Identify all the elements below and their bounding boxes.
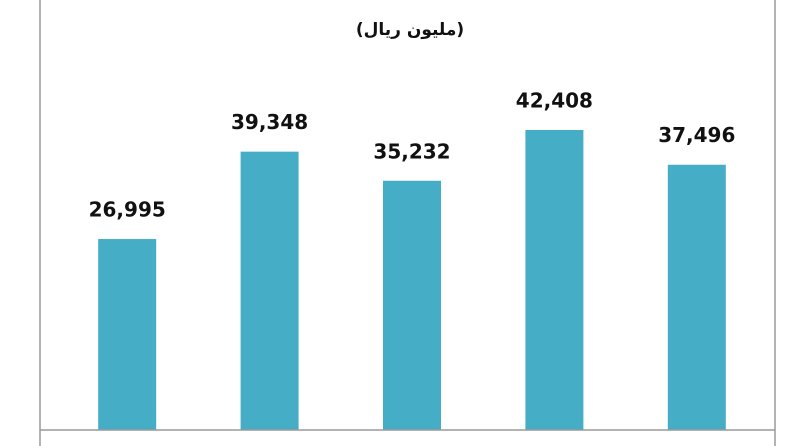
chart-subtitle: (مليون ريال) bbox=[356, 20, 464, 40]
bar bbox=[98, 239, 157, 430]
bar bbox=[667, 164, 726, 430]
value-label: 42,408 bbox=[516, 89, 593, 113]
bar bbox=[240, 151, 299, 431]
value-label: 39,348 bbox=[231, 110, 308, 134]
value-label: 35,232 bbox=[373, 139, 450, 163]
value-label: 26,995 bbox=[89, 198, 166, 222]
bar bbox=[383, 180, 441, 430]
value-label: 37,496 bbox=[658, 123, 735, 147]
bar bbox=[525, 130, 584, 430]
